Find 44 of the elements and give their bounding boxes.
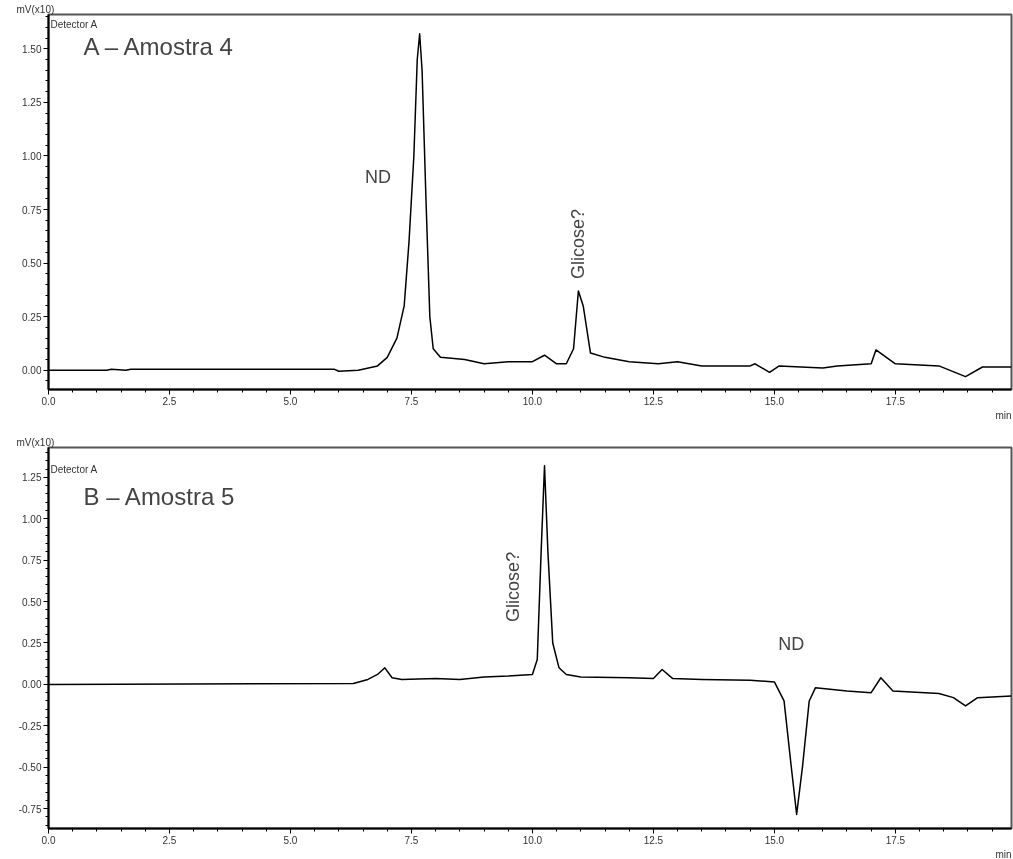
y-tick-label: -0.75: [18, 803, 42, 815]
text: A – Amostra 4: [83, 32, 233, 60]
y-tick-label: 1.00: [22, 513, 42, 525]
x-tick-label: 5.0: [283, 395, 298, 407]
x-tick-label: 10.0: [522, 395, 543, 407]
annotation: Glicose?: [503, 551, 524, 622]
x-tick-label: 17.5: [885, 834, 906, 846]
y-tick-label: 0.00: [22, 365, 42, 377]
y-tick-label: 0.50: [22, 258, 42, 270]
x-tick-label: 15.0: [764, 834, 785, 846]
y-tick-label: 1.00: [22, 150, 42, 162]
x-tick-label: 0.0: [41, 834, 56, 846]
y-tick-label: 0.25: [22, 637, 42, 649]
annotation: ND: [364, 167, 391, 188]
text: B – Amostra 5: [83, 482, 235, 510]
y-axis-title: mV(x10): [16, 436, 55, 448]
x-tick-label: 12.5: [643, 395, 664, 407]
annotation: ND: [778, 634, 805, 655]
annotation: Detector A: [50, 18, 98, 30]
y-tick-label: 1.25: [22, 472, 42, 484]
y-axis-title: mV(x10): [16, 3, 55, 15]
y-tick-label: -0.25: [18, 720, 42, 732]
y-tick-label: 0.75: [22, 555, 42, 567]
x-tick-label: 2.5: [162, 395, 177, 407]
x-tick-label: 10.0: [522, 834, 543, 846]
annotation: Glicose?: [568, 208, 589, 279]
x-tick-label: 12.5: [643, 834, 664, 846]
y-tick-label: 0.00: [22, 679, 42, 691]
x-tick-label: 17.5: [885, 395, 906, 407]
y-tick-label: 0.50: [22, 596, 42, 608]
y-tick-label: -0.50: [18, 762, 42, 774]
x-tick-label: 7.5: [404, 395, 419, 407]
x-axis-title: min: [995, 409, 1012, 421]
x-tick-label: 5.0: [283, 834, 298, 846]
y-tick-label: 0.75: [22, 204, 42, 216]
x-tick-label: 15.0: [764, 395, 785, 407]
y-tick-label: 0.25: [22, 311, 42, 323]
annotation: Detector A: [50, 463, 98, 475]
y-tick-label: 1.25: [22, 97, 42, 109]
y-tick-label: 1.50: [22, 43, 42, 55]
x-tick-label: 2.5: [162, 834, 177, 846]
x-tick-label: 7.5: [404, 834, 419, 846]
x-tick-label: 0.0: [41, 395, 56, 407]
x-axis-title: min: [995, 848, 1012, 859]
